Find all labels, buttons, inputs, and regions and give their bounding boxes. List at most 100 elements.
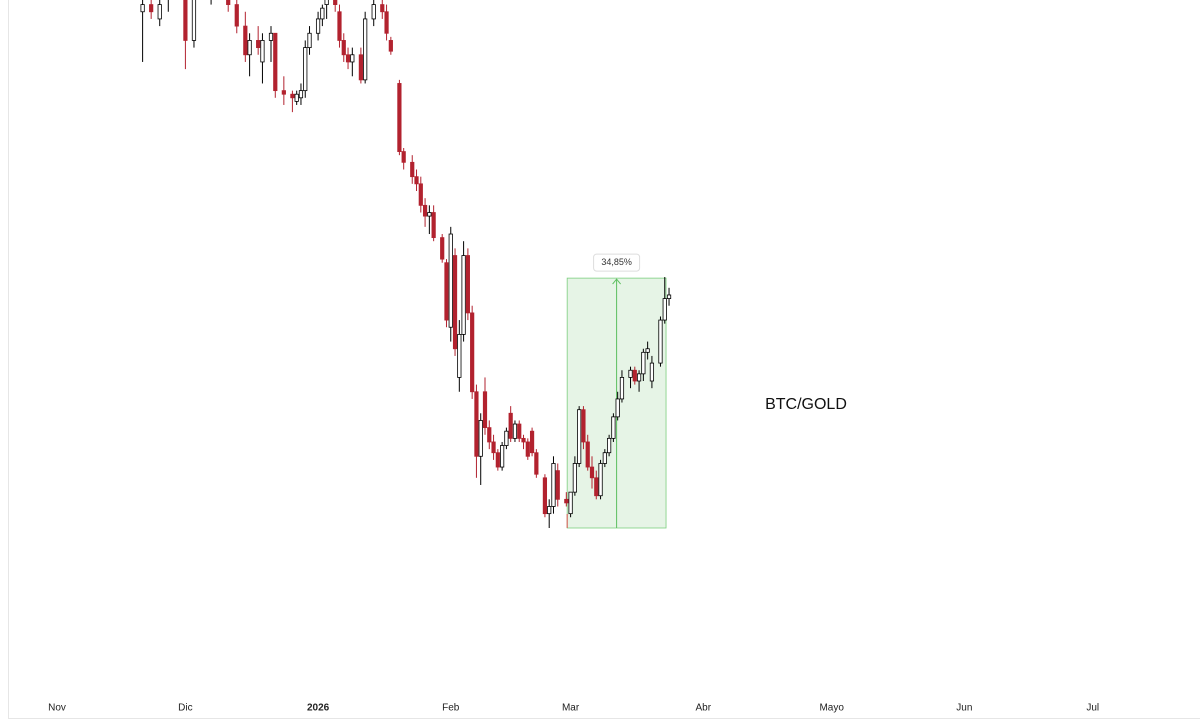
candle-body [431,212,436,239]
candle-body [611,416,616,439]
candle-body [444,262,449,321]
x-tick-label: Feb [442,703,460,714]
candle-body [521,437,526,443]
candle-body [234,4,239,27]
candle-body [487,427,492,443]
x-tick-label: Jun [956,703,972,714]
candle-body [358,54,363,81]
candle-body [397,83,402,152]
candle-body [427,212,432,217]
candle-body [260,40,265,63]
candle-body [615,398,620,418]
candle-body [517,423,522,439]
candle-body [598,463,603,497]
candle-body [602,452,607,464]
candle-body [461,255,466,335]
candle-body [508,412,513,439]
x-tick-label: Nov [48,703,66,714]
candle-body [500,445,505,468]
candle-body [649,362,655,382]
candle-body [448,233,453,328]
candle-body [555,470,560,500]
candle-body [636,373,642,382]
candle-body [337,11,342,41]
measure-label: 34,85% [601,257,632,267]
x-tick-label: Jul [1086,703,1099,714]
measure-label-box [593,253,641,272]
plot-area [140,0,672,529]
candle-body [662,298,667,321]
candle-body [628,369,633,378]
candle-body [572,463,577,493]
x-tick-label: Abr [695,703,711,714]
candle-body [495,452,500,468]
candle-body [410,161,415,178]
candle-body [658,319,663,364]
candle-body [547,506,552,515]
candle-body [294,93,299,102]
candle-body [440,237,445,260]
candle-body [422,204,428,217]
candle-body [157,4,162,20]
candle-body [632,369,637,382]
candle-body [183,0,188,41]
candle-body [401,151,406,163]
candle-body [568,491,573,515]
candle-body [303,47,308,92]
candle-body [465,255,470,314]
candle-body [525,441,530,457]
candle-body [414,176,419,185]
candle-body [452,255,458,350]
candle-body [581,409,586,443]
candle-body [191,0,197,41]
candle-body [149,4,154,13]
candle-body [542,477,548,515]
candle-body [350,54,355,63]
candle-body [482,391,488,429]
candle-body [226,0,231,5]
candle-body [666,294,672,299]
candle-body [589,466,595,479]
candle-body [247,40,252,56]
x-tick-label: 2026 [307,703,330,714]
candle-body [363,18,368,81]
candle-body [384,11,389,34]
candle-body [529,430,535,454]
candle-body [645,348,650,353]
x-tick-label: Mayo [819,703,844,714]
candle-body [418,183,423,206]
candle-body [324,0,329,5]
candle-body [243,25,248,56]
candle-body [564,498,569,504]
candle-body [619,377,625,400]
measure-arrowhead [612,278,621,285]
candle-body [290,93,295,99]
x-tick-label: Mar [562,703,580,714]
candle-body [491,441,496,454]
candle-body [268,32,274,41]
candle-body [512,423,518,439]
candle-body [281,90,286,95]
candle-body [534,452,539,475]
candle-body [307,32,312,49]
candle-body [140,4,145,13]
candle-body [345,54,351,63]
candle-body [273,32,278,92]
candle-body [320,7,325,20]
candle-body [256,40,261,49]
x-tick-label: Dic [178,703,192,714]
watermark: BTC/GOLD [765,396,847,413]
candle-body [315,18,321,34]
candle-body [457,334,462,378]
candle-body [380,4,385,13]
candle-body [474,391,479,457]
candle-body [641,351,646,375]
candle-body [478,420,483,457]
candle-body [585,441,590,468]
candle-body [470,312,475,393]
candle-body [551,463,556,507]
candle-body [388,40,393,52]
candle-body [298,90,304,99]
candle-body [333,0,338,5]
candle-body [577,409,582,464]
